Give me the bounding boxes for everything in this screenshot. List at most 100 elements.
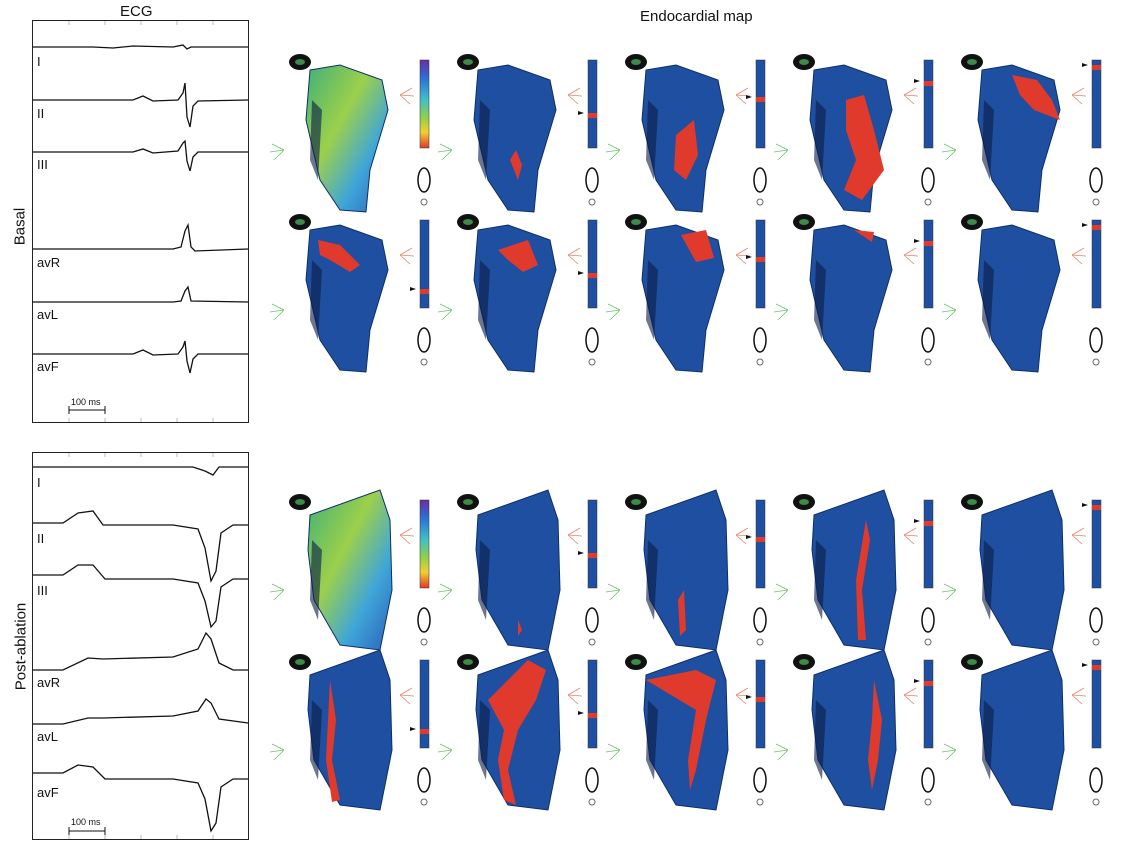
activation-wavefront [510,150,522,180]
surface-shadow [814,540,826,620]
surface-shadow [646,540,658,620]
catheter-fan-left [269,303,285,321]
colorbar-pointer [578,711,584,715]
map-panel-r1-c5 [941,54,1103,213]
timer-icon [1089,607,1103,633]
orientation-icon-inner [463,219,473,225]
clock-icon [420,638,428,646]
catheter-fan-left [605,303,621,321]
colorbar [923,499,934,589]
ecg-panel-post-ablation: I II III avR avL avF 100 ms [32,452,249,840]
clock-icon [924,358,932,366]
catheter-fan-left [437,143,453,161]
colorbar [923,219,934,309]
catheter-fan-right [567,687,583,705]
colorbar-pointer [1082,63,1088,67]
colorbar-pointer [410,287,416,291]
timer-icon [417,607,431,633]
colorbar [587,219,598,309]
lead-label-avr-post: avR [37,675,61,690]
orientation-icon-inner [799,499,809,505]
colorbar-pointer [746,255,752,259]
catheter-fan-right [399,687,415,705]
orientation-icon-inner [463,499,473,505]
timer-icon [585,767,599,793]
scale-label-basal: 100 ms [71,397,101,407]
colorbar-pointer [1082,663,1088,667]
timer-icon [585,167,599,193]
lead-label-iii-basal: III [37,157,48,172]
colorbar-marker [1092,505,1101,510]
catheter-fan-right [903,527,919,545]
colorbar-marker [924,241,933,246]
colorbar [419,59,430,149]
catheter-fan-right [903,247,919,265]
catheter-fan-left [941,143,957,161]
catheter-fan-right [567,87,583,105]
map-panel-r4-c2 [437,649,599,811]
surface-shadow [310,700,322,780]
colorbar-marker [924,81,933,86]
orientation-icon-inner [295,659,305,665]
map-panel-r1-c1 [269,54,431,213]
colorbar [419,499,430,589]
catheter-fan-left [941,303,957,321]
catheter-fan-left [773,583,789,601]
timer-icon [1089,167,1103,193]
catheter-fan-left [605,743,621,761]
scale-label-post: 100 ms [71,817,101,827]
map-panel-r1-c4 [773,54,935,213]
colorbar-pointer [578,271,584,275]
colorbar-marker [756,257,765,262]
lead-label-iii-post: III [37,583,48,598]
orientation-icon-inner [967,59,977,65]
colorbar-pointer [746,695,752,699]
catheter-fan-right [399,247,415,265]
colorbar-marker [588,713,597,718]
surface-shadow [310,100,322,180]
catheter-fan-left [437,583,453,601]
catheter-fan-left [773,303,789,321]
timer-icon [753,607,767,633]
clock-icon [1092,358,1100,366]
activation-wavefront [868,680,882,790]
colorbar [1091,659,1102,749]
colorbar-pointer [914,519,920,523]
map-panel-r2-c2 [437,214,599,373]
colorbar-marker [588,113,597,118]
colorbar-marker [1092,65,1101,70]
activation-wavefront [318,240,360,272]
catheter-fan-left [605,583,621,601]
surface-shadow [982,700,994,780]
colorbar [755,59,766,149]
map-panel-r4-c1 [269,649,431,811]
ecg-header: ECG [120,3,153,20]
endocardial-map-header: Endocardial map [640,8,753,25]
surface-shadow [814,700,826,780]
colorbar-marker [924,681,933,686]
orientation-icon-inner [631,659,641,665]
timer-icon [921,607,935,633]
timer-icon [1089,767,1103,793]
surface-shadow [814,260,826,340]
colorbar [755,499,766,589]
timer-icon [921,167,935,193]
timer-icon [417,327,431,353]
colorbar-pointer [578,551,584,555]
map-panel-r4-c3 [605,649,767,811]
map-panel-r3-c5 [941,489,1103,651]
surface-shadow [478,260,490,340]
activation-wavefront [674,120,698,180]
activation-wavefront [488,660,546,805]
lead-label-avl-post: avL [37,729,58,744]
activation-wavefront [498,240,538,272]
orientation-icon-inner [799,219,809,225]
map-panel-r1-c3 [605,54,767,213]
surface-shadow [982,260,994,340]
catheter-fan-right [1071,527,1087,545]
surface-shadow [646,700,658,780]
catheter-fan-right [903,687,919,705]
timer-icon [921,327,935,353]
activation-wavefront [856,520,870,640]
orientation-icon-inner [967,499,977,505]
